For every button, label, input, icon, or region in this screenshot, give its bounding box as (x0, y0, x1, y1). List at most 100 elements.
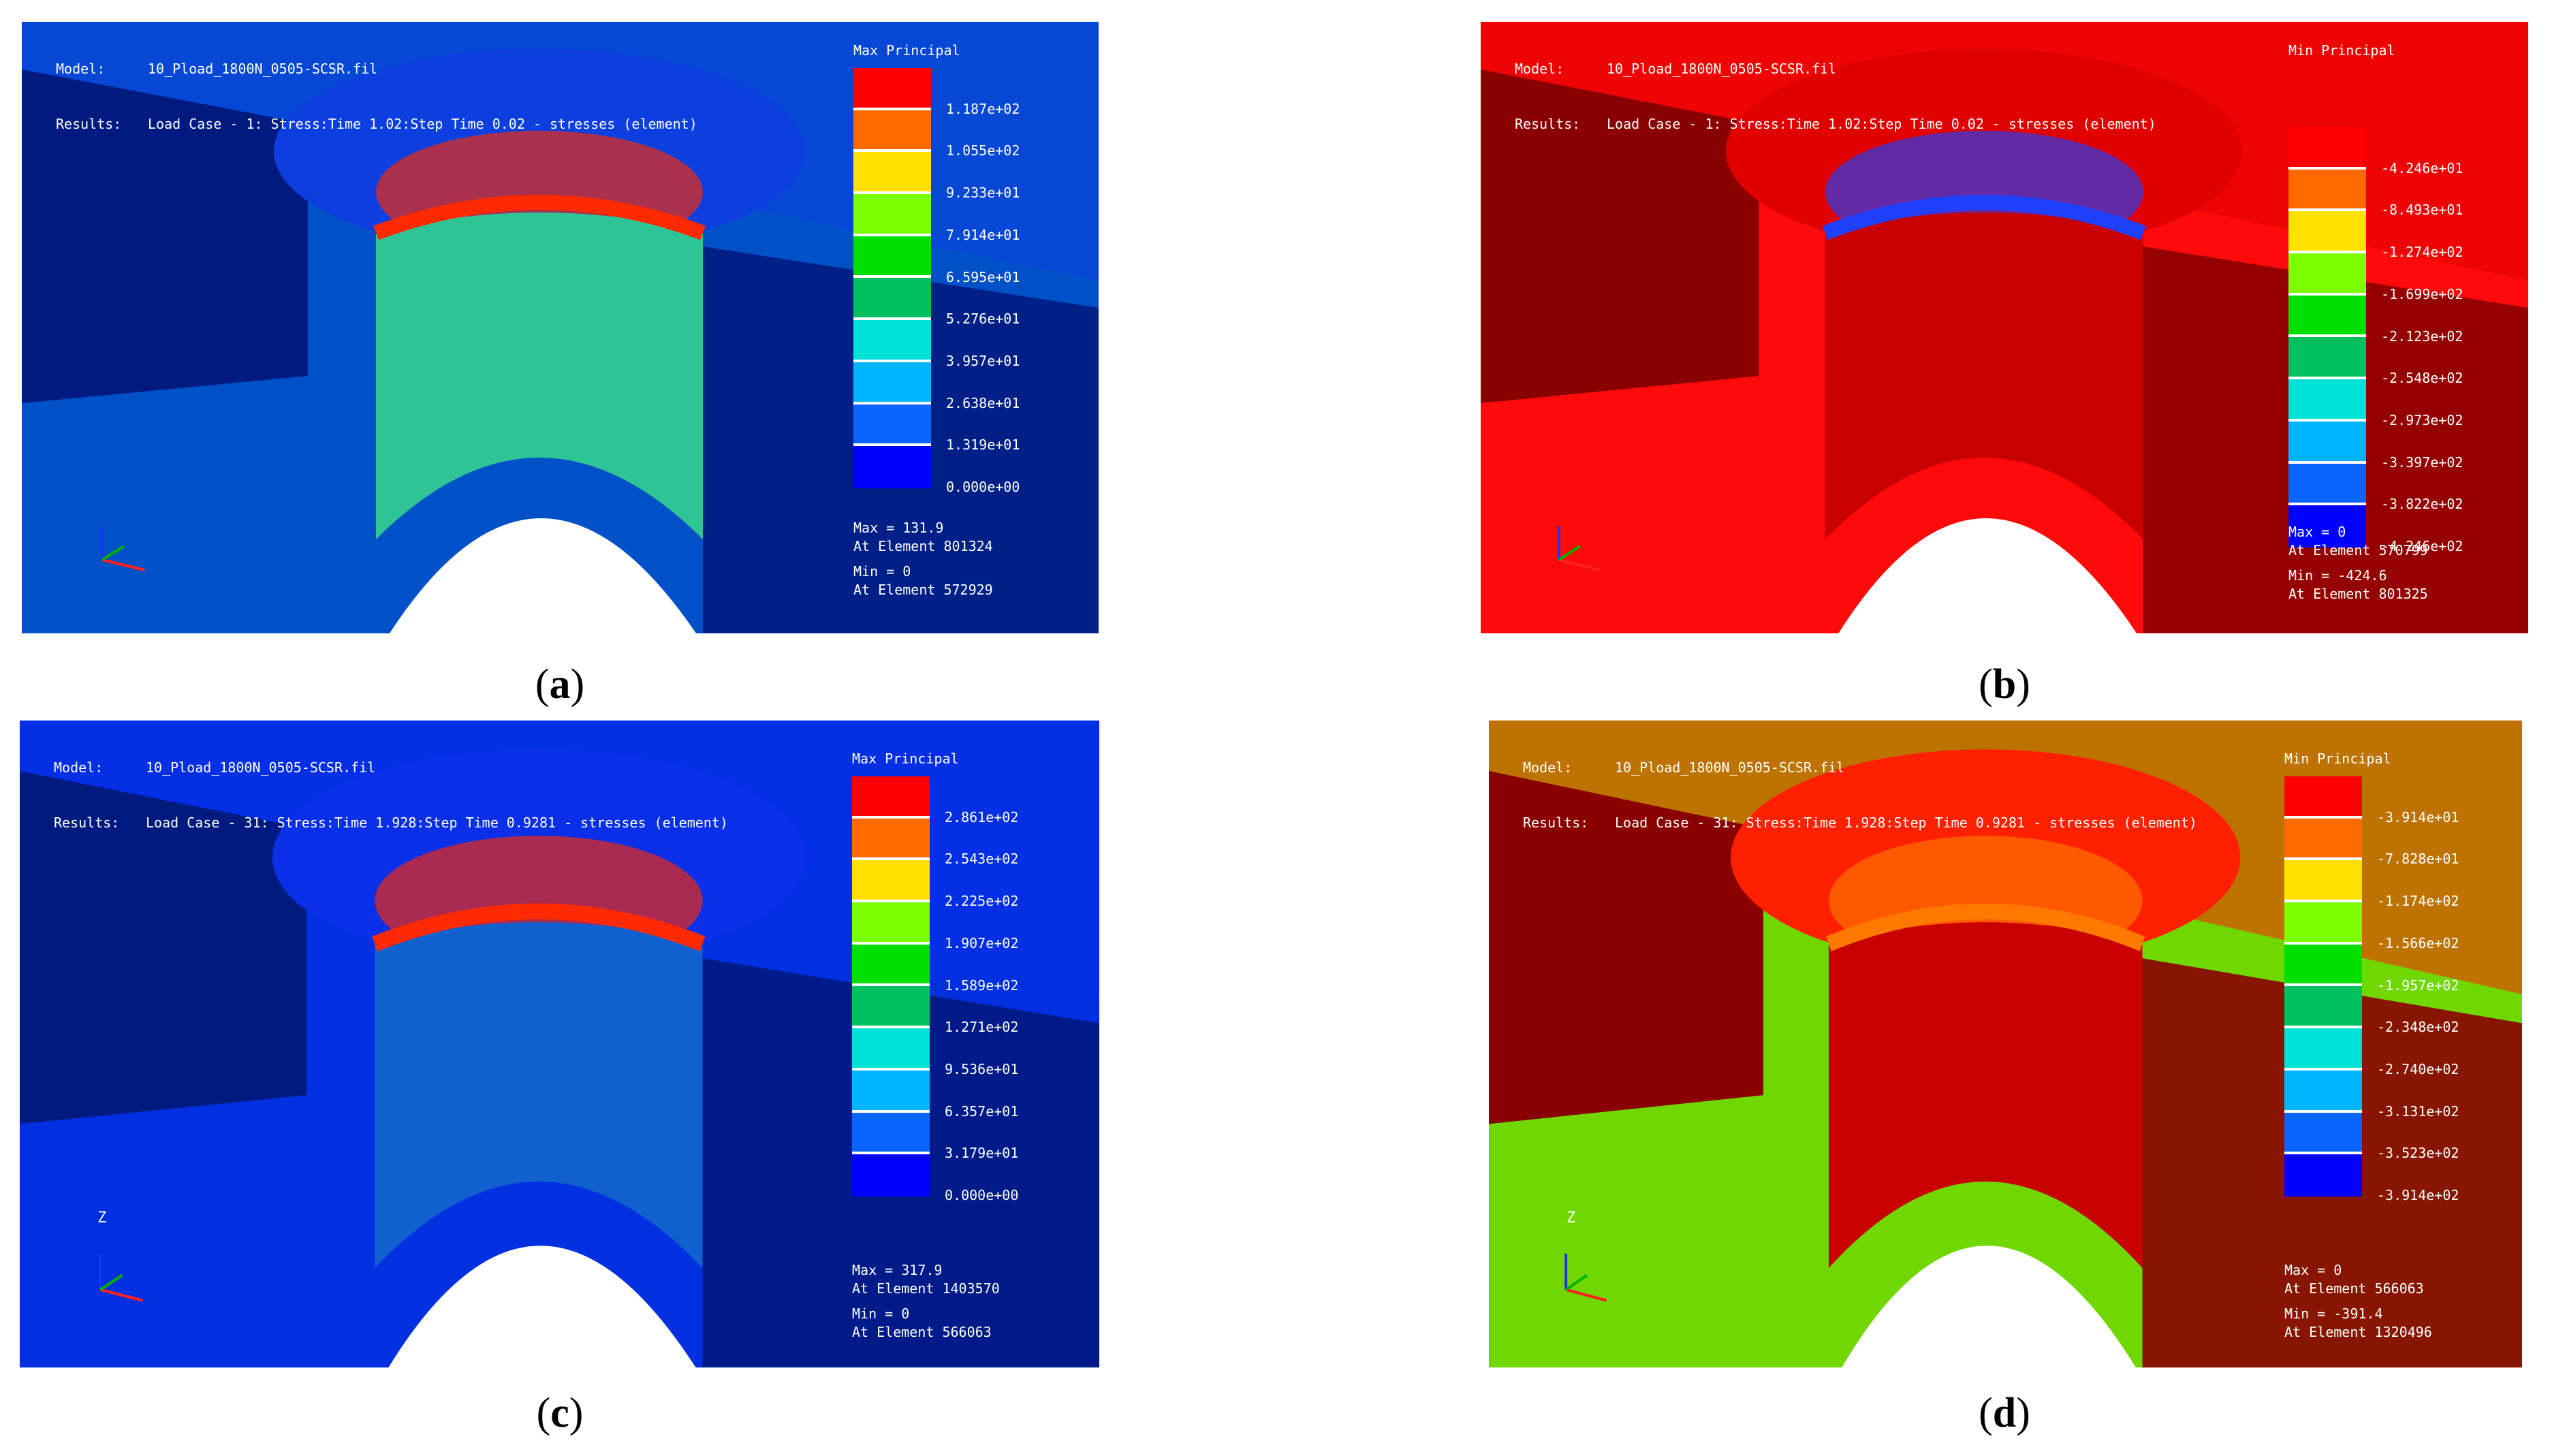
caption-b: (b) (1979, 661, 2030, 709)
legend-band (852, 776, 930, 819)
legend-tick-label: 3.957e+01 (946, 352, 1020, 369)
axis-z-label: Z (97, 1209, 107, 1226)
legend-band (2284, 818, 2362, 861)
bolt-hole-cutout (1838, 518, 2137, 633)
legend-band (2284, 986, 2362, 1029)
caption-open-paren: ( (1979, 661, 1993, 708)
legend-tick-label: 9.536e+01 (945, 1060, 1019, 1077)
max-element: At Element 801324 (853, 538, 993, 554)
legend-tick-label: 5.276e+01 (946, 311, 1020, 328)
model-key: Model: (56, 61, 106, 77)
results-key: Results: (56, 116, 122, 132)
results-key: Results: (1515, 116, 1581, 132)
legend-band (853, 362, 931, 405)
legend-band (2284, 860, 2362, 903)
legend-tick-label: 6.357e+01 (945, 1103, 1019, 1120)
legend-tick-label: 1.319e+01 (946, 437, 1020, 454)
model-name: 10_Pload_1800N_0505-SCSR.fil (1615, 759, 1845, 776)
model-header: Model: 10_Pload_1800N_0505-SCSR.fil Resul… (54, 722, 728, 869)
legend-tick-label: 1.055e+02 (946, 142, 1020, 159)
legend-tick-label: 3.179e+01 (945, 1145, 1019, 1162)
legend-band (853, 320, 931, 362)
legend-band (2288, 127, 2366, 170)
legend-tick-label: -2.123e+02 (2381, 328, 2464, 345)
result-stats: Max = 317.9 At Element 1403570 Min = 0 A… (852, 1261, 1000, 1342)
legend-band (852, 986, 930, 1029)
results-description: Load Case - 1: Stress:Time 1.02:Step Tim… (148, 116, 697, 132)
color-legend: Min Principal -3.914e+01 -7.828e+01 -1.174… (2284, 750, 2489, 1350)
coordinate-triad (1564, 1253, 1607, 1302)
legend-band (853, 194, 931, 236)
legend-title: Min Principal (2284, 750, 2391, 767)
legend-tick-label: -2.348e+02 (2377, 1019, 2459, 1036)
legend-tick-label: -7.828e+01 (2377, 851, 2459, 868)
caption-d: (d) (1979, 1389, 2030, 1438)
caption-close-paren: ) (569, 1390, 584, 1436)
legend-band (852, 1070, 930, 1113)
model-key: Model: (1515, 61, 1564, 77)
results-key: Results: (54, 814, 120, 831)
model-key: Model: (1523, 759, 1573, 776)
legend-tick-label: -1.699e+02 (2381, 285, 2464, 302)
legend-band (853, 68, 931, 110)
legend-tick-label: -1.174e+02 (2377, 893, 2459, 910)
results-description: Load Case - 31: Stress:Time 1.928:Step T… (1615, 814, 2197, 831)
legend-band (2288, 253, 2366, 296)
caption-c: (c) (537, 1389, 584, 1438)
max-element: At Element 570799 (2288, 542, 2428, 558)
caption-open-paren: ( (1979, 1390, 1993, 1436)
axis-z-label: Z (1567, 1209, 1576, 1226)
bolt-hole-cutout (390, 518, 696, 633)
min-value: Min = 0 (852, 1305, 910, 1322)
legend-tick-label: -1.566e+02 (2377, 934, 2459, 951)
legend-tick-label: -2.740e+02 (2377, 1060, 2459, 1077)
max-value: Max = 317.9 (852, 1262, 943, 1278)
coordinate-triad (101, 526, 145, 571)
caption-letter: d (1992, 1390, 2017, 1436)
legend-band (852, 1154, 930, 1197)
contour-panel-b: Model: 10_Pload_1800N_0505-SCSR.fil Resul… (1481, 22, 2528, 633)
legend-band (853, 236, 931, 279)
legend-tick-label: -3.914e+02 (2377, 1187, 2459, 1203)
legend-band (852, 818, 930, 861)
legend-band (852, 1028, 930, 1071)
contact-band (372, 903, 706, 951)
min-element: At Element 566063 (852, 1324, 992, 1340)
legend-tick-label: -1.957e+02 (2377, 977, 2459, 994)
legend-band (2288, 463, 2366, 506)
bore-wall (375, 922, 703, 1269)
results-description: Load Case - 1: Stress:Time 1.02:Step Tim… (1607, 116, 2156, 132)
legend-tick-label: -2.548e+02 (2381, 370, 2464, 387)
block-left-face (22, 69, 308, 403)
legend-tick-label: -2.973e+02 (2381, 411, 2464, 428)
caption-open-paren: ( (536, 1390, 551, 1436)
legend-tick-label: 0.000e+00 (945, 1187, 1019, 1203)
legend-tick-label: 7.914e+01 (946, 226, 1020, 243)
legend-band (2284, 1028, 2362, 1071)
legend-band (2288, 169, 2366, 212)
caption-letter: b (1992, 661, 2017, 708)
coordinate-triad (1557, 526, 1601, 571)
caption-open-paren: ( (535, 661, 550, 708)
model-header: Model: 10_Pload_1800N_0505-SCSR.fil Resul… (1515, 23, 2156, 170)
contour-panel-d: Model: 10_Pload_1800N_0505-SCSR.fil Resul… (1489, 721, 2522, 1367)
legend-title: Max Principal (852, 750, 959, 767)
block-left-face (1489, 771, 1763, 1124)
bore-wall (1828, 922, 2143, 1269)
caption-close-paren: ) (2016, 1390, 2030, 1436)
legend-band (2288, 379, 2366, 422)
legend-band (852, 944, 930, 987)
contour-panel-a: Model: 10_Pload_1800N_0505-SCSR.fil Resul… (22, 22, 1099, 633)
max-element: At Element 1403570 (852, 1280, 1000, 1297)
results-key: Results: (1523, 814, 1589, 831)
legend-tick-label: -3.397e+02 (2381, 454, 2464, 471)
legend-band (852, 1112, 930, 1155)
max-value: Max = 0 (2288, 524, 2346, 540)
model-name: 10_Pload_1800N_0505-SCSR.fil (146, 759, 376, 776)
legend-band (853, 110, 931, 153)
legend-band (853, 404, 931, 447)
legend-band (2288, 337, 2366, 380)
legend-color-bar (852, 776, 930, 1197)
legend-tick-label: -3.822e+02 (2381, 496, 2464, 513)
legend-tick-label: 6.595e+01 (946, 268, 1020, 285)
